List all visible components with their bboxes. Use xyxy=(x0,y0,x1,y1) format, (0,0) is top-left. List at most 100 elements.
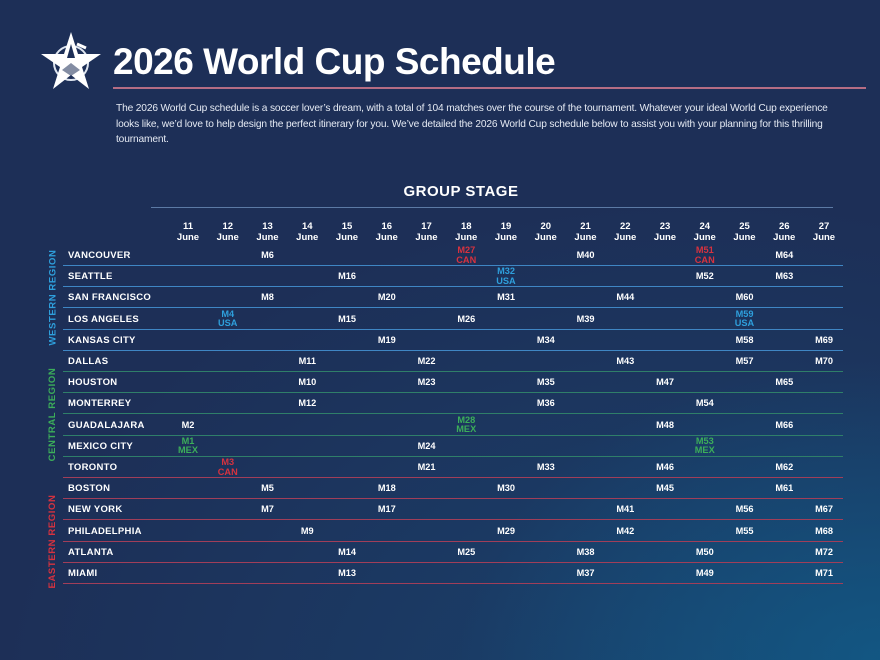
match-m53[interactable]: M53 MEX xyxy=(685,436,725,456)
match-m26[interactable]: M26 xyxy=(446,314,486,325)
match-code: M40 xyxy=(576,250,595,260)
city-row-philadelphia: PHILADELPHIA M9 M29 M42 M55 M68 xyxy=(63,521,843,542)
match-m40[interactable]: M40 xyxy=(566,250,606,261)
match-m62[interactable]: M62 xyxy=(764,462,804,473)
match-m18[interactable]: M18 xyxy=(367,484,407,494)
city-row-monterrey: MONTERREY M12 M36 M54 xyxy=(63,393,843,415)
match-m54[interactable]: M54 xyxy=(685,399,725,409)
match-m13[interactable]: M13 xyxy=(327,568,367,579)
match-m15[interactable]: M15 xyxy=(327,314,367,325)
match-m63[interactable]: M63 xyxy=(764,272,804,282)
match-m25[interactable]: M25 xyxy=(446,547,486,558)
match-code: M31 xyxy=(497,292,515,303)
match-m67[interactable]: M67 xyxy=(804,505,844,515)
city-name: HOUSTON xyxy=(68,377,118,389)
match-m59[interactable]: M59 USA xyxy=(725,309,765,329)
match-m66[interactable]: M66 xyxy=(764,420,804,431)
match-code: M39 xyxy=(576,313,595,324)
match-m16[interactable]: M16 xyxy=(327,272,367,282)
date-header-27: 27 June xyxy=(804,221,844,243)
match-m32[interactable]: M32 USA xyxy=(486,267,526,286)
match-m69[interactable]: M69 xyxy=(804,335,844,346)
match-m31[interactable]: M31 xyxy=(486,293,526,303)
city-name: BOSTON xyxy=(68,483,111,495)
match-m46[interactable]: M46 xyxy=(645,462,685,473)
match-m50[interactable]: M50 xyxy=(685,547,725,558)
match-m27[interactable]: M27 CAN xyxy=(446,245,486,265)
match-m5[interactable]: M5 xyxy=(248,484,288,494)
stage-divider xyxy=(151,207,833,208)
match-m17[interactable]: M17 xyxy=(367,505,407,515)
match-m24[interactable]: M24 xyxy=(407,441,447,452)
date-month: June xyxy=(455,232,478,243)
match-code: M68 xyxy=(815,525,833,536)
match-m52[interactable]: M52 xyxy=(685,272,725,282)
match-code: M60 xyxy=(735,292,754,303)
match-m48[interactable]: M48 xyxy=(645,420,685,431)
match-m6[interactable]: M6 xyxy=(248,250,288,261)
match-m58[interactable]: M58 xyxy=(725,335,765,346)
match-m43[interactable]: M43 xyxy=(605,356,645,367)
match-m44[interactable]: M44 xyxy=(605,293,645,303)
city-name: LOS ANGELES xyxy=(68,313,140,325)
match-m1[interactable]: M1 MEX xyxy=(168,436,208,456)
row-divider xyxy=(63,561,843,563)
match-m72[interactable]: M72 xyxy=(804,547,844,558)
city-name: VANCOUVER xyxy=(68,250,131,261)
match-m7[interactable]: M7 xyxy=(248,505,288,515)
match-m51[interactable]: M51 CAN xyxy=(685,245,725,265)
match-m37[interactable]: M37 xyxy=(566,568,606,579)
match-m35[interactable]: M35 xyxy=(526,378,566,388)
match-m68[interactable]: M68 xyxy=(804,525,844,537)
match-m38[interactable]: M38 xyxy=(566,547,606,558)
match-code: M35 xyxy=(536,377,555,388)
match-m41[interactable]: M41 xyxy=(605,505,645,515)
match-m3[interactable]: M3 CAN xyxy=(208,457,248,477)
match-m56[interactable]: M56 xyxy=(725,505,765,515)
match-code: M27 xyxy=(457,245,476,255)
match-m64[interactable]: M64 xyxy=(764,250,804,261)
match-m10[interactable]: M10 xyxy=(287,378,327,388)
match-m34[interactable]: M34 xyxy=(526,335,566,346)
match-m29[interactable]: M29 xyxy=(486,526,526,537)
date-month: June xyxy=(335,232,359,243)
match-m47[interactable]: M47 xyxy=(645,378,685,388)
match-m70[interactable]: M70 xyxy=(804,356,844,367)
match-m71[interactable]: M71 xyxy=(804,568,844,579)
match-m23[interactable]: M23 xyxy=(407,378,447,388)
city-row-los-angeles: LOS ANGELES M4 USA M15 M26 M39 M59 USA xyxy=(63,309,843,330)
match-m4[interactable]: M4 USA xyxy=(208,309,248,329)
stage-title: GROUP STAGE xyxy=(403,183,519,200)
match-m33[interactable]: M33 xyxy=(526,462,566,473)
date-day-number: 16 xyxy=(381,221,393,232)
match-m45[interactable]: M45 xyxy=(645,484,685,494)
match-m22[interactable]: M22 xyxy=(407,356,447,367)
match-m49[interactable]: M49 xyxy=(685,568,725,579)
match-m11[interactable]: M11 xyxy=(287,356,327,367)
match-m65[interactable]: M65 xyxy=(764,378,804,388)
match-m12[interactable]: M12 xyxy=(287,399,327,409)
match-code: M14 xyxy=(338,546,356,557)
host-nation-label: CAN xyxy=(694,254,715,265)
match-m14[interactable]: M14 xyxy=(327,546,367,558)
match-m9[interactable]: M9 xyxy=(287,526,327,537)
match-m42[interactable]: M42 xyxy=(605,526,645,537)
match-m19[interactable]: M19 xyxy=(367,335,407,346)
match-code: M57 xyxy=(735,356,754,366)
match-m36[interactable]: M36 xyxy=(526,399,566,409)
match-m55[interactable]: M55 xyxy=(725,526,765,537)
match-m57[interactable]: M57 xyxy=(725,356,765,367)
match-code: M11 xyxy=(298,356,316,366)
match-m30[interactable]: M30 xyxy=(486,484,526,494)
match-m21[interactable]: M21 xyxy=(407,462,447,473)
match-m61[interactable]: M61 xyxy=(764,484,804,494)
match-m39[interactable]: M39 xyxy=(566,313,606,325)
date-month: June xyxy=(296,232,319,243)
date-month: June xyxy=(494,232,518,243)
match-m60[interactable]: M60 xyxy=(725,293,765,303)
match-m20[interactable]: M20 xyxy=(367,293,407,303)
match-m2[interactable]: M2 xyxy=(168,420,208,431)
match-m8[interactable]: M8 xyxy=(248,293,288,303)
match-m28[interactable]: M28 MEX xyxy=(446,415,486,435)
date-header-16: 16 June xyxy=(367,221,407,243)
